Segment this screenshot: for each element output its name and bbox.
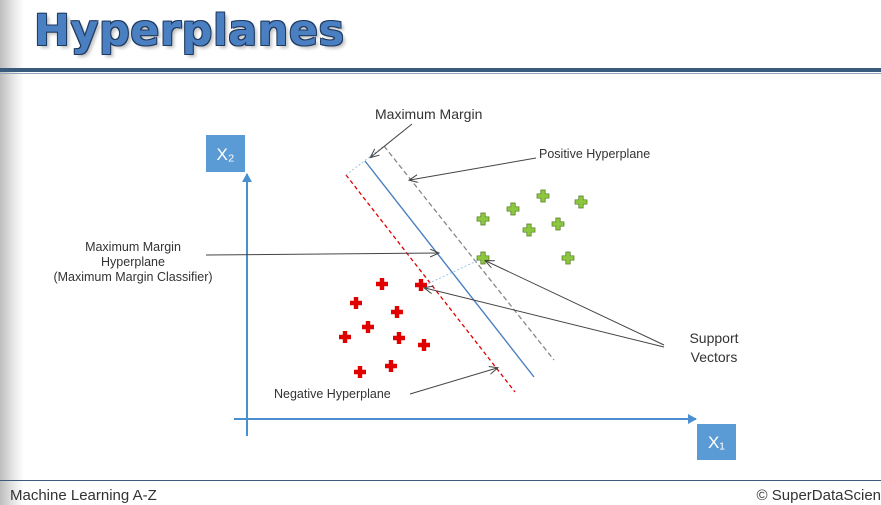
negative-support-vector [415,279,427,291]
mm-hyperplane-label-line3: (Maximum Margin Classifier) [53,270,212,284]
negative-point [391,306,403,318]
maximum-margin-pointer [371,123,413,157]
mm-hyperplane-label-line2: Hyperplane [101,255,165,269]
negative-point [354,366,366,378]
margin-width-marker-top [345,145,385,176]
negative-point [418,339,430,351]
negative-point [339,331,351,343]
y-axis-label-box [206,135,245,172]
positive-point [522,223,536,237]
negative-hyperplane-label: Negative Hyperplane [274,387,391,401]
negative-point [362,321,374,333]
footer-course-name: Machine Learning A-Z [10,487,157,504]
x-axis-label-box [697,424,736,460]
mm-hyperplane-label-line1: Maximum Margin [85,240,181,254]
positive-point [506,202,520,216]
support-vector-pointer-positive [486,261,665,346]
support-vectors-label-line2: Vectors [691,349,738,365]
y-axis-label: X₂ [217,145,235,164]
negative-point [393,332,405,344]
footer-divider [0,480,881,481]
positive-hyperplane-pointer [410,157,537,180]
left-edge-shade [0,0,24,505]
x-axis-label: X₁ [708,433,725,452]
negative-point [376,278,388,290]
support-vector-pointer-negative [425,288,665,348]
positive-hyperplane-line [383,145,555,361]
positive-point [536,189,550,203]
positive-hyperplane-label: Positive Hyperplane [539,147,650,161]
positive-support-vector [476,251,490,265]
positive-point [561,251,575,265]
positive-point [574,195,588,209]
title-divider [0,68,881,72]
footer-copyright: © SuperDataScien [756,487,881,504]
slide-title: Hyperplanes [34,6,345,56]
support-vectors-label-line1: Support [689,330,738,346]
maximum-margin-hyperplane-line [364,160,535,378]
positive-point [476,212,490,226]
support-vector-connector [420,257,484,288]
title-divider-thin [0,73,881,74]
maximum-margin-label: Maximum Margin [375,106,482,122]
negative-hyperplane-pointer [409,368,497,395]
positive-point [551,217,565,231]
negative-point [350,297,362,309]
negative-point [385,360,397,372]
negative-hyperplane-line [345,174,516,393]
mm-hyperplane-pointer [205,253,438,255]
